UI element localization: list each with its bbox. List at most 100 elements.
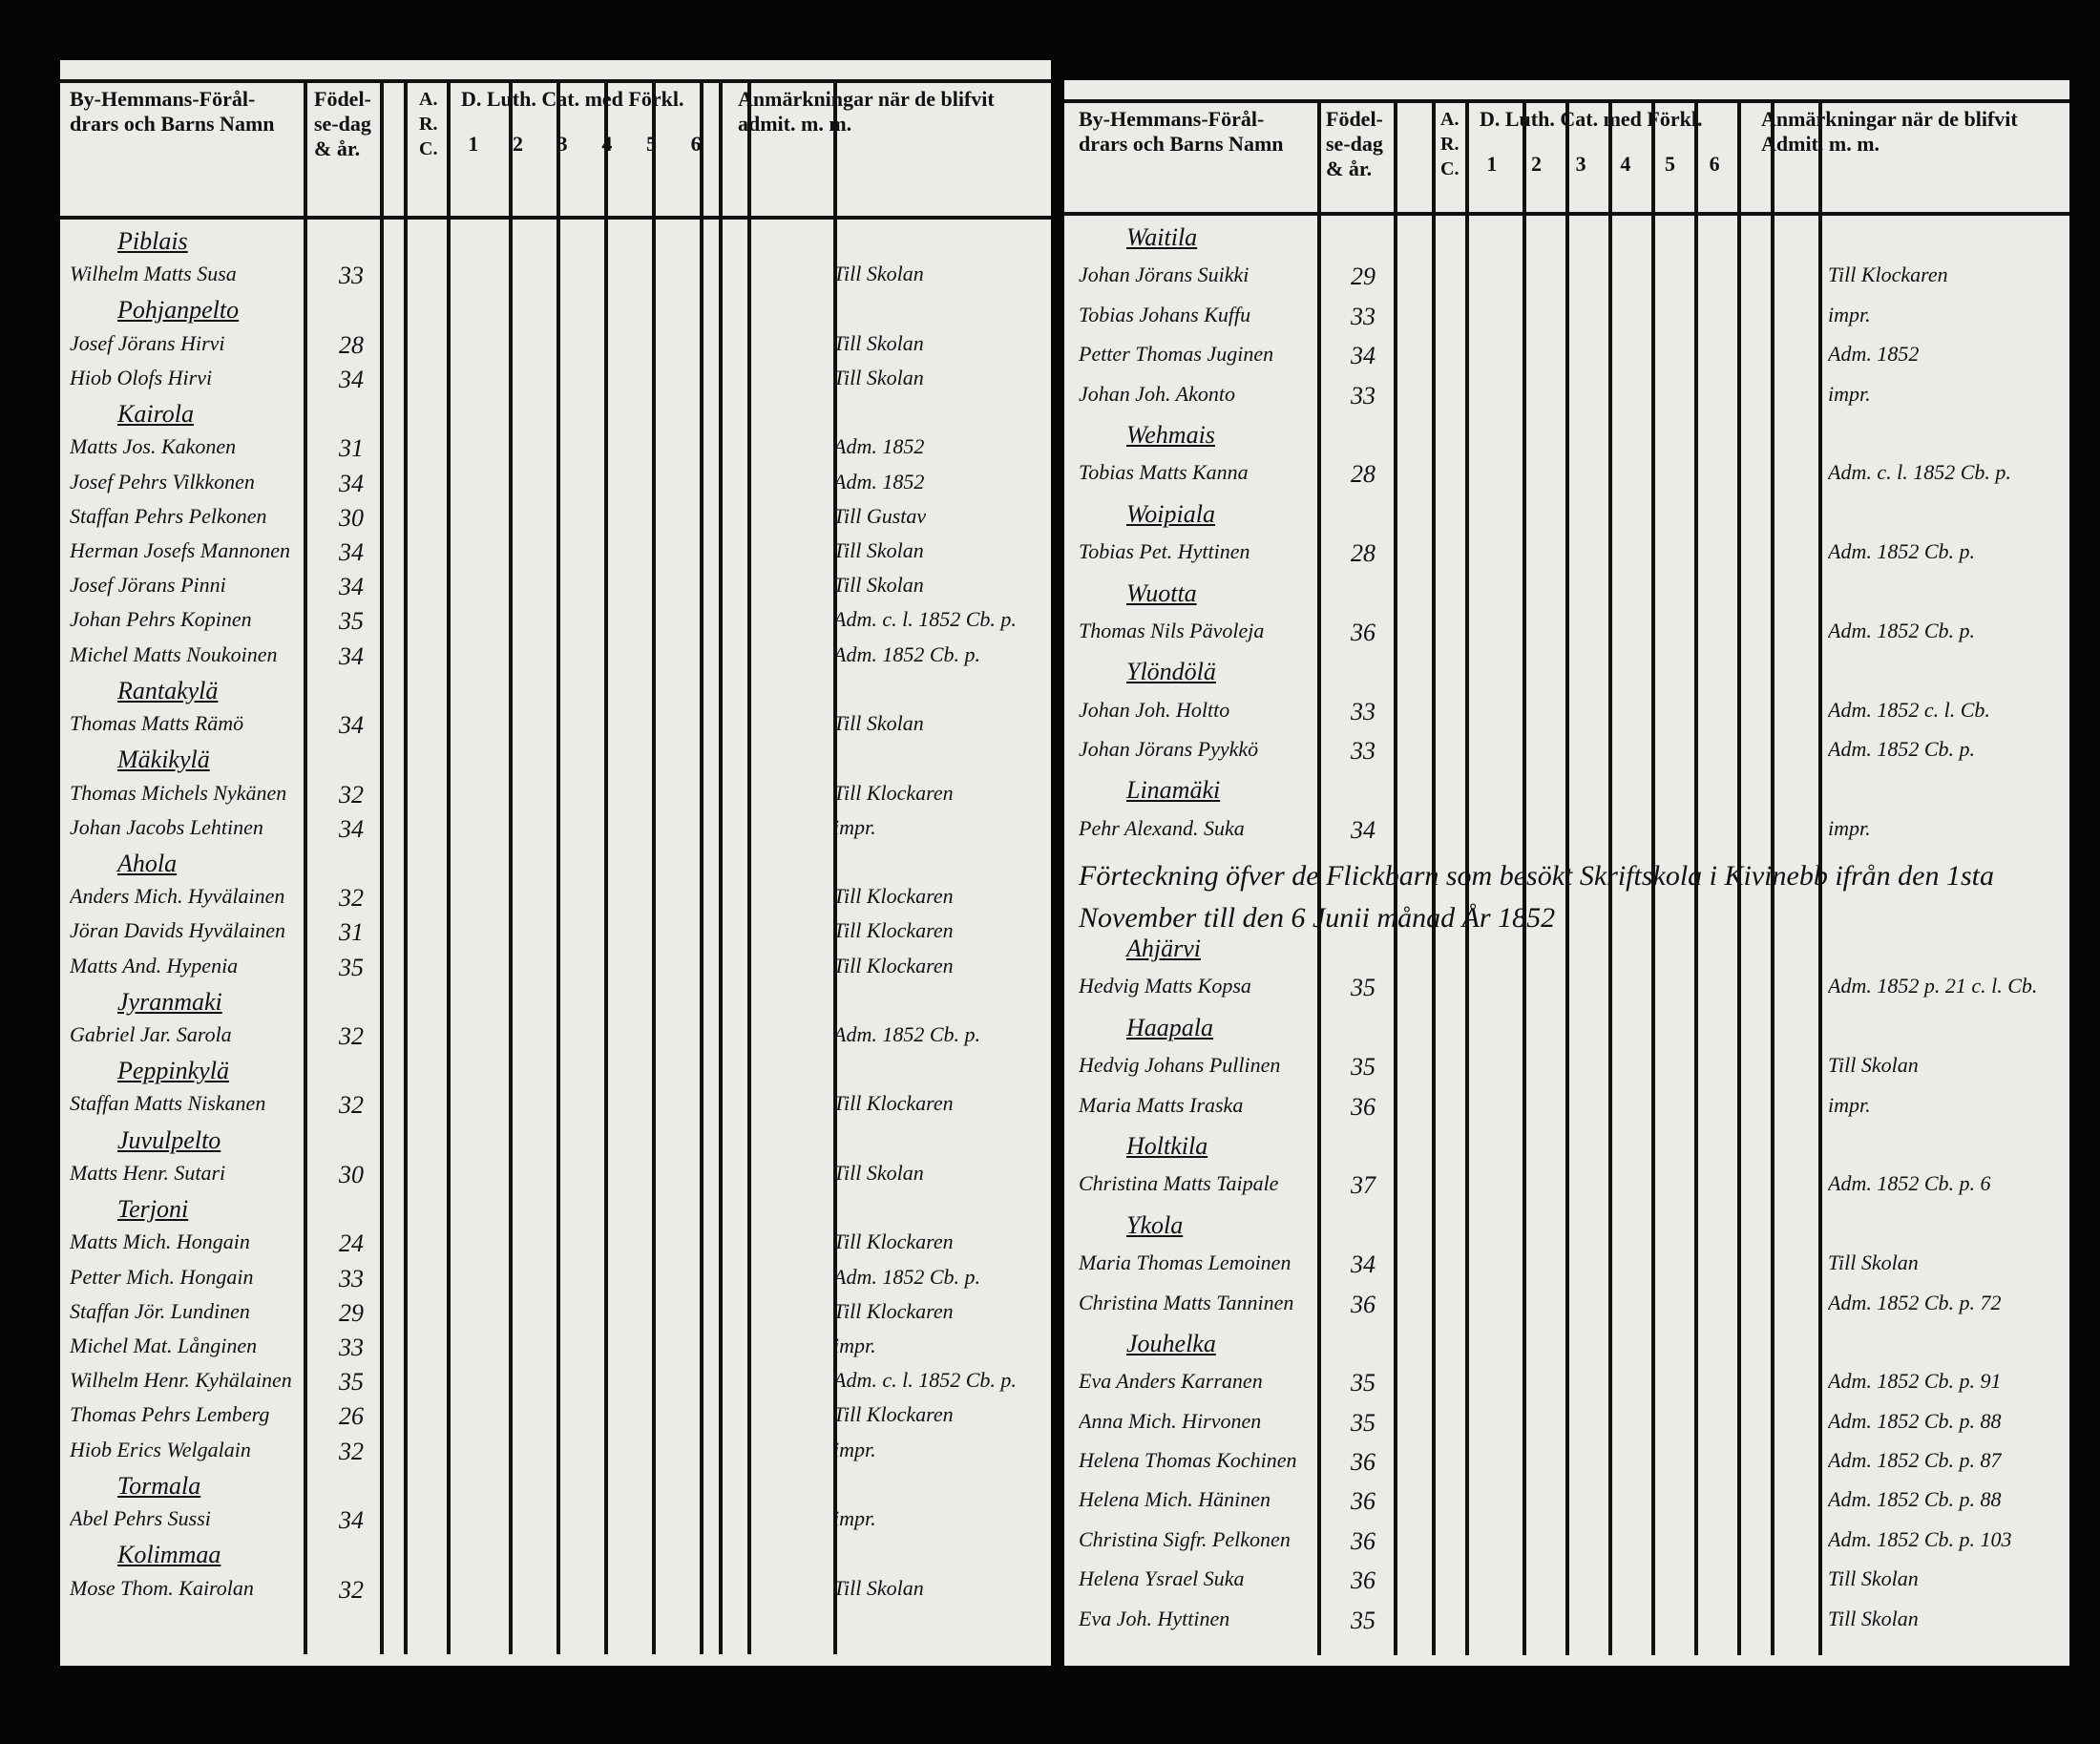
- village-name: Ahjärvi: [1126, 935, 1201, 962]
- note: Till Skolan: [1828, 1250, 1919, 1275]
- note: Adm. 1852 Cb. p. 87: [1828, 1448, 2002, 1473]
- note: Adm. c. l. 1852 Cb. p.: [1828, 460, 2011, 485]
- column-rule: [1694, 99, 1698, 1655]
- note: Till Klockaren: [833, 1298, 954, 1323]
- child-name: Christina Sigfr. Pelkonen: [1079, 1526, 1291, 1551]
- note: Adm. 1852: [1828, 342, 1920, 367]
- birth-year: 33: [339, 262, 364, 290]
- header-cat-col: 1: [1486, 152, 1498, 176]
- child-name: Helena Mich. Häninen: [1079, 1487, 1270, 1512]
- child-name: Thomas Pehrs Lemberg: [70, 1402, 270, 1427]
- village-name: Wuotta: [1126, 578, 1197, 607]
- note: impr.: [833, 1437, 876, 1461]
- header-cat-col: 3: [1575, 152, 1586, 176]
- left-page: By-Hemmans-Förål-drars och Barns Namn Föd…: [60, 60, 1051, 1666]
- birth-year: 32: [339, 1091, 364, 1120]
- note: Adm. 1852 Cb. p.: [1828, 737, 1975, 762]
- child-name: Tobias Johans Kuffu: [1079, 302, 1251, 326]
- note: Till Skolan: [1828, 1053, 1919, 1078]
- village-name: Jyranmaki: [117, 987, 222, 1016]
- column-rule: [700, 79, 704, 1654]
- column-rule: [1737, 99, 1741, 1655]
- header-arc: A. R. C.: [1440, 109, 1460, 179]
- note: impr.: [833, 1334, 876, 1358]
- section-heading: Förteckning öfver de Flickbarn som besök…: [1079, 860, 1994, 935]
- village-name: Kairola: [117, 400, 194, 429]
- child-name: Helena Thomas Kochinen: [1079, 1448, 1297, 1473]
- village-name: Ykola: [1126, 1210, 1184, 1239]
- column-rule: [1565, 99, 1569, 1655]
- birth-year: 32: [339, 1575, 364, 1604]
- village-name: Ahola: [117, 849, 178, 877]
- note: Adm. 1852 Cb. p. 88: [1828, 1408, 2002, 1433]
- note: Adm. 1852: [833, 434, 925, 459]
- child-name: Christina Matts Taipale: [1079, 1171, 1279, 1196]
- child-name: Jöran Davids Hyvälainen: [70, 918, 286, 943]
- birth-year: 33: [1351, 737, 1376, 766]
- birth-year: 36: [1351, 1448, 1376, 1477]
- header-cat-col: 1: [468, 132, 479, 156]
- child-name: Petter Thomas Juginen: [1079, 342, 1274, 367]
- column-rule: [380, 79, 384, 1654]
- header-rule: [60, 216, 1051, 220]
- header-cat-col: 3: [556, 132, 568, 156]
- child-name: Maria Thomas Lemoinen: [1079, 1250, 1292, 1275]
- column-rule: [1771, 99, 1774, 1655]
- birth-year: 32: [339, 1022, 364, 1051]
- village-name: Waitila: [1126, 223, 1198, 251]
- header-arc: A. R. C.: [419, 89, 438, 159]
- child-name: Wilhelm Henr. Kyhälainen: [70, 1368, 292, 1393]
- birth-year: 35: [339, 1368, 364, 1397]
- birth-year: 35: [1351, 1053, 1376, 1082]
- note: Adm. 1852 Cb. p.: [833, 1022, 980, 1047]
- header-cat-col: 4: [1620, 152, 1631, 176]
- note: Adm. 1852 Cb. p. 103: [1828, 1526, 2012, 1551]
- note: Till Klockaren: [833, 780, 954, 805]
- header-birth: Födel-se-dag & år.: [1326, 107, 1383, 180]
- note: Adm. 1852 p. 21 c. l. Cb.: [1828, 974, 2038, 998]
- village-name: Kolimmaa: [117, 1541, 221, 1569]
- column-rule: [556, 79, 560, 1654]
- child-name: Thomas Matts Rämö: [70, 711, 244, 736]
- note: Adm. c. l. 1852 Cb. p.: [833, 607, 1017, 632]
- column-rule: [1317, 99, 1321, 1655]
- child-name: Eva Anders Karranen: [1079, 1369, 1263, 1394]
- child-name: Hiob Olofs Hirvi: [70, 365, 213, 389]
- birth-year: 32: [339, 780, 364, 809]
- note: Adm. 1852 Cb. p. 91: [1828, 1369, 2002, 1394]
- birth-year: 35: [1351, 1606, 1376, 1634]
- birth-year: 34: [1351, 815, 1376, 844]
- village-name: Wehmais: [1126, 420, 1215, 449]
- child-name: Matts Mich. Hongain: [70, 1229, 250, 1254]
- note: Adm. 1852 Cb. p.: [833, 1264, 980, 1289]
- child-name: Staffan Pehrs Pelkonen: [70, 503, 267, 528]
- child-name: Johan Pehrs Kopinen: [70, 607, 252, 632]
- child-name: Josef Jörans Hirvi: [70, 330, 225, 355]
- header-cat-col: 5: [646, 132, 657, 156]
- header-notes: Anmärkningar när de blifvit admit. m. m.: [738, 87, 995, 136]
- note: Till Skolan: [833, 573, 924, 598]
- column-rule: [833, 79, 837, 1654]
- note: Till Skolan: [833, 262, 924, 286]
- village-name: Mäkikylä: [117, 746, 210, 774]
- note: Till Klockaren: [833, 1091, 954, 1116]
- birth-year: 30: [339, 1160, 364, 1188]
- child-name: Staffan Matts Niskanen: [70, 1091, 266, 1116]
- child-name: Mose Thom. Kairolan: [70, 1575, 254, 1600]
- village-name: Woipiala: [1126, 499, 1215, 528]
- note: impr.: [1828, 1092, 1871, 1117]
- birth-year: 31: [339, 434, 364, 463]
- header-catechism: D. Luth. Cat. med Förkl.: [1480, 107, 1703, 131]
- birth-year: 28: [1351, 460, 1376, 489]
- header-name: By-Hemmans-Förål-drars och Barns Namn: [70, 87, 275, 136]
- birth-year: 34: [339, 537, 364, 566]
- birth-year: 34: [339, 641, 364, 670]
- birth-year: 34: [1351, 1250, 1376, 1279]
- note: Till Skolan: [1828, 1606, 1919, 1630]
- child-name: Michel Mat. Långinen: [70, 1334, 258, 1358]
- birth-year: 34: [339, 1506, 364, 1535]
- note: Till Skolan: [833, 1575, 924, 1600]
- birth-year: 36: [1351, 618, 1376, 646]
- note: Adm. 1852: [833, 469, 925, 494]
